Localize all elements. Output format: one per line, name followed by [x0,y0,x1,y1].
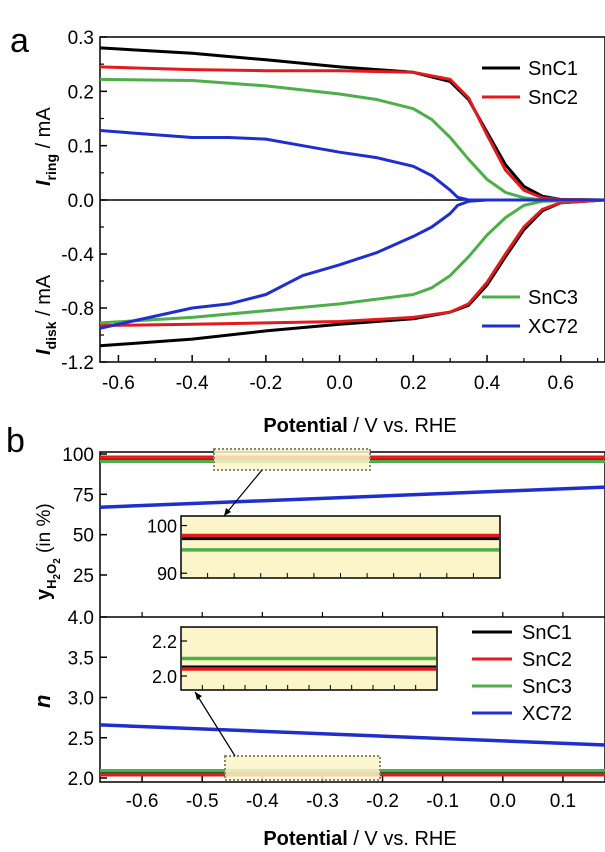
panel-a-ring-line-snc3 [99,77,605,202]
panel-b-zoom-boxes [194,448,381,781]
panel-a-xtick-label: 0.0 [326,373,352,394]
panel-b-upper-inset-ytick-label: 90 [157,564,177,584]
panel-b-lower-line-xc72 [99,723,605,747]
panel-b-upper-zoom-arrowhead [224,508,231,516]
panel-b-xtick-label: 0.1 [550,791,576,812]
panel-b-upper-line-xc72 [99,485,605,509]
panel-a-chart: 0.3 0.2 0.1 0.0 -0.4 -0.8 -1.2 -0.6 -0.4 -0.2 0.0… [33,28,605,437]
panel-a-ytick-label: -0.8 [61,299,94,320]
panel-a-ytick-label: -0.4 [61,245,94,266]
panel-a-disk-line-snc3 [99,198,605,325]
panel-b-y-axis: 100 75 50 25 4.0 3.5 3.0 2.5 2.0 [62,445,107,790]
panel-b-legend-label-snc1: SnC1 [522,622,572,644]
panel-b-legend-label-xc72: XC72 [522,703,572,725]
panel-a-xtick-label: 0.4 [474,373,501,394]
panel-b-xtick-label: 0.0 [490,791,516,812]
panel-b-lower-inset-ytick-label: 2.0 [152,667,177,687]
panel-b-lower-zoom-arrowhead [195,692,202,700]
panel-b-upper-ytick-label: 50 [73,526,94,547]
panel-b-upper-ytick-label: 100 [62,445,94,466]
panel-b-legend-label-snc3: SnC3 [522,676,572,698]
panel-a-series [99,46,605,348]
panel-a-xtick-label: -0.2 [250,373,283,394]
panel-b-upper-zoom-box [213,448,371,471]
panel-b-lower-ytick-label: 2.5 [68,729,94,750]
panel-a-y-axis: 0.3 0.2 0.1 0.0 -0.4 -0.8 -1.2 [61,28,107,374]
panel-a-legend-label-xc72: XC72 [528,316,578,338]
panel-a-ytick-label: 0.3 [68,28,94,49]
panel-a-x-axis: -0.6 -0.4 -0.2 0.0 0.2 0.4 0.6 [102,355,599,394]
panel-b-ylabel-upper: yH2O2 (in %) [33,503,63,600]
panel-b-xtick-label: -0.1 [426,791,459,812]
panel-b-upper-zoom-arrow [223,469,263,517]
panel-b-xtick-label: -0.4 [246,791,279,812]
panel-b-legend: SnC1 SnC2 SnC3 XC72 [472,622,572,725]
panel-b-legend-label-snc2: SnC2 [522,649,572,671]
panel-b-upper-inset-frame [180,515,501,579]
panel-b-lower-ytick-label: 4.0 [68,608,94,629]
panel-b-lower-ytick-label: 3.0 [68,689,94,710]
panel-a-disk-line-snc2 [99,198,605,328]
panel-a-xtick-label: -0.4 [176,373,209,394]
panel-b-xtick-label: -0.3 [306,791,339,812]
panel-b-xtick-label: -0.6 [126,791,159,812]
panel-b-lower-zoom-box [224,755,381,781]
panel-b-xtick-label: -0.5 [186,791,219,812]
panel-b-upper-ytick-label: 25 [73,566,94,587]
panel-a-ytick-label: 0.2 [68,82,94,103]
panel-b-xlabel: Potential / V vs. RHE [263,828,456,850]
panel-a-xtick-label: 0.6 [548,373,574,394]
panel-b-upper-inset-ytick-label: 100 [147,517,177,537]
panel-a-ytick-label: 0.1 [68,137,94,158]
panel-b-xtick-label: -0.2 [366,791,399,812]
panel-a-disk-line-xc72 [99,198,605,330]
panel-b-ylabel-lower: n [30,695,55,708]
panel-a-ylabel-disk: Idisk / mA [33,274,59,355]
panel-a-legend: SnC1 SnC2 SnC3 XC72 [482,58,578,338]
panel-a-xlabel: Potential / V vs. RHE [263,415,456,437]
panel-b-lower-inset-ytick-label: 2.2 [152,632,177,652]
panel-b-insets: 100 90 2.2 2.0 [147,515,501,691]
panel-a-ytick-label: 0.0 [68,191,94,212]
panel-a-legend-label-snc1: SnC1 [528,58,578,80]
panel-a-xtick-label: -0.6 [102,373,135,394]
panel-b-lower-ytick-label: 3.5 [68,648,94,669]
panel-b-x-axis: -0.6 -0.5 -0.4 -0.3 -0.2 -0.1 0.0 0.1 [126,612,576,812]
panel-b-upper-ytick-label: 75 [73,485,94,506]
panel-a-xtick-label: 0.2 [400,373,426,394]
panel-a-legend-label-snc3: SnC3 [528,287,578,309]
panel-a-ylabel-ring: Iring / mA [33,107,59,186]
panel-a-ring-line-snc2 [99,65,605,202]
panel-a-ring-line-xc72 [99,129,605,202]
panel-a-legend-label-snc2: SnC2 [528,87,578,109]
panel-a-ytick-label: -1.2 [61,353,94,374]
panel-label-b: b [6,422,25,460]
panel-b-series [99,455,605,777]
panel-label-a: a [10,22,29,60]
panel-b-lower-zoom-arrow [194,691,236,757]
panel-b-lower-ytick-label: 2.0 [68,769,94,790]
